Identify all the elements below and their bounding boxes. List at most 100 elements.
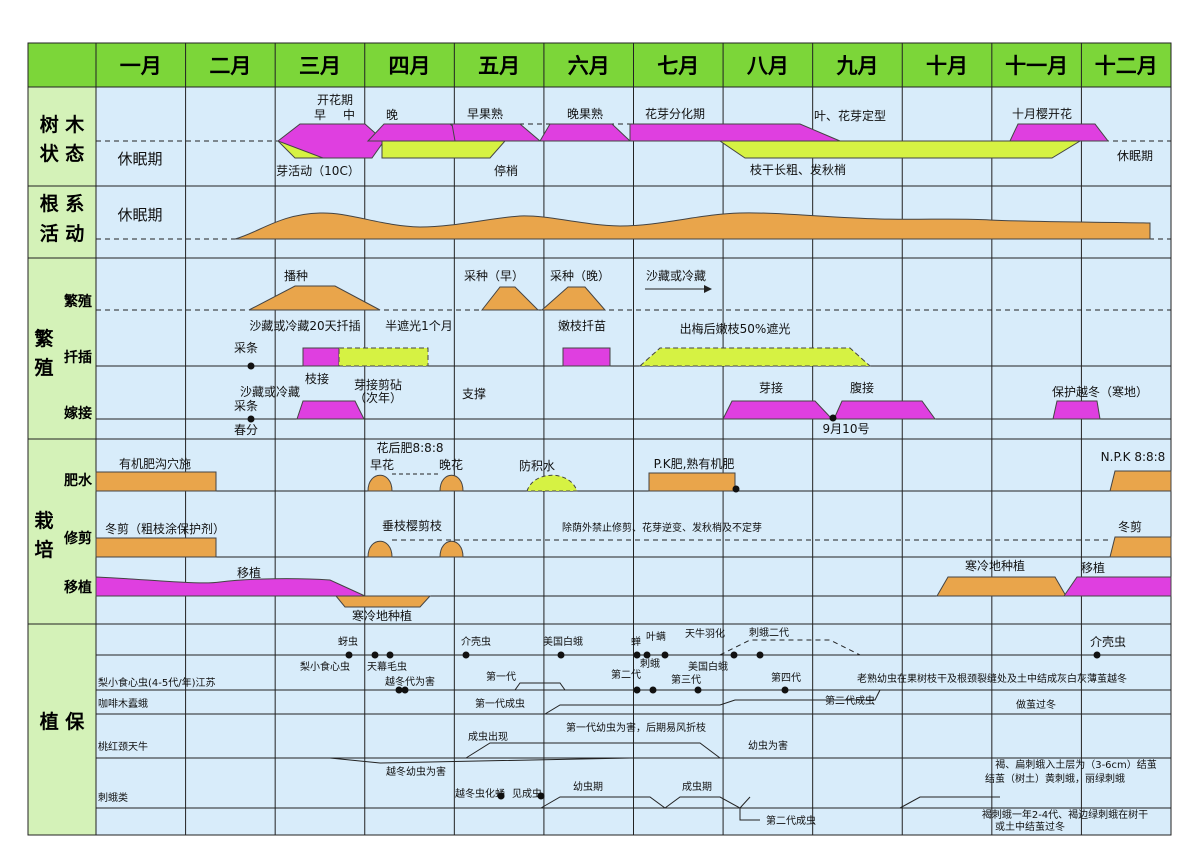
month-header: 十二月: [1095, 54, 1158, 78]
shade50-label: 出梅后嫩枝50%遮光: [680, 321, 791, 336]
overwinter-harm-label: 越冬代为害: [385, 675, 435, 688]
shoot-stop-bar: [381, 140, 507, 159]
belly-graft-bar: [833, 400, 936, 420]
scale2-label: 介壳虫: [1090, 635, 1126, 649]
pupa-dot: [497, 792, 505, 800]
protect-label: 植 保: [40, 710, 86, 733]
sting2-dash: [719, 639, 861, 656]
after-bloom-label: 花后肥8:8:8: [377, 440, 444, 455]
cut-branch2-dot: [247, 415, 255, 423]
adult-appear-label: 成虫出现: [468, 730, 508, 743]
gen3-label: 第三代: [671, 673, 701, 686]
next-year-label: （次年）: [354, 391, 402, 405]
pupa-label: 越冬虫化蛹: [455, 787, 505, 800]
tree-state-section: 开花期 早 中 晚 早果熟 晚果熟 花芽分化期 叶、花芽定型 十月樱开花 休眠期…: [96, 92, 1171, 178]
sting-moth-label: 刺蛾: [640, 657, 660, 670]
winter-protect-bar: [1052, 400, 1101, 420]
cut-branch-dot: [247, 362, 255, 370]
brown-note2-label: 结茧（树土）黄刺蛾，丽绿刺蛾: [985, 772, 1125, 785]
longhorn-feather-label: 天牛羽化: [685, 627, 725, 640]
overwinter-dot2: [401, 686, 409, 694]
early-ripe-label: 早果熟: [467, 106, 503, 121]
npk-bar: [1109, 470, 1172, 492]
longhorn-dot: [661, 651, 669, 659]
root-activity-curve: [234, 212, 1151, 240]
bud-cut-label: 芽接剪砧: [354, 377, 402, 392]
gen3-dot2: [694, 686, 702, 694]
see-adult-label: 见成虫: [512, 788, 542, 800]
belly-graft-label: 腹接: [850, 380, 874, 395]
sep10-dot: [829, 414, 837, 422]
pick-late-hill: [540, 286, 607, 311]
sow-label: 播种: [284, 269, 308, 283]
late-ripe-label: 晚果熟: [567, 106, 603, 121]
month-header: 七月: [657, 54, 699, 78]
cut-branch2-label: 采条: [234, 399, 258, 413]
anti-water-bump: [526, 474, 578, 492]
see-adult-dot: [537, 792, 545, 800]
am-moth-dot: [557, 651, 565, 659]
pear-winter-label: 老熟幼虫在果树枝干及根颈裂缝处及土中结成灰白灰薄茧越冬: [857, 672, 1127, 685]
brown-note4-label: 或土中结茧过冬: [995, 820, 1065, 833]
pick-early-label: 采种（早）: [464, 269, 524, 283]
overwinter-larva-label: 越冬幼虫为害: [386, 765, 446, 778]
header-background: [28, 43, 1171, 87]
pick-late-label: 采种（晚）: [550, 269, 610, 283]
cold-plant-label: 寒冷地种植: [352, 608, 412, 623]
graft-bar: [296, 400, 365, 420]
month-header: 十月: [926, 54, 968, 78]
tender-cutting-bar: [562, 347, 611, 367]
cocoon-winter-label: 做茧过冬: [1016, 698, 1056, 711]
sand20-label: 沙藏或冷藏20天扦插: [249, 319, 360, 333]
early-label: 早: [314, 108, 326, 122]
stop-shoot-label: 停梢: [494, 163, 518, 178]
late-flower-label: 晚花: [439, 457, 463, 472]
oct-bloom-label: 十月樱开花: [1012, 106, 1072, 121]
sting2-dot1: [730, 651, 738, 659]
early-flower-bump: [367, 474, 393, 492]
dormant-right-label: 休眠期: [1117, 149, 1153, 163]
brown-note3-label: 褐刺蛾一年2-4代、褐边绿刺蛾在树干: [982, 808, 1148, 821]
bud-graft-bar: [722, 400, 834, 420]
mite-label: 叶螨: [646, 631, 666, 643]
adult-period-label: 成虫期: [682, 781, 712, 793]
breed-sub-3: 嫁接: [63, 405, 92, 422]
protection-section: [96, 639, 1171, 821]
scale-dot: [462, 651, 470, 659]
cult-sub-3: 移植: [64, 579, 92, 596]
cultivation-section: 有机肥沟穴施 花后肥8:8:8 早花 晚花 防积水 P.K肥,熟有机肥 N.P.…: [95, 440, 1172, 623]
month-header: 一月: [120, 54, 162, 78]
gen2-label: 第二代: [611, 668, 641, 681]
breed-label-2: 殖: [34, 357, 53, 379]
bud-graft-label: 芽接: [759, 380, 783, 395]
overwinter-dot1: [395, 686, 403, 694]
breed-sub-1: 繁殖: [63, 293, 92, 310]
cicada-dot: [633, 651, 641, 659]
coffee-line: [466, 689, 881, 715]
gen2-dot: [633, 686, 641, 694]
winter-prune2-bar: [1109, 536, 1172, 558]
month-header: 六月: [568, 54, 610, 78]
cut-branch-label: 采条: [234, 341, 258, 355]
sand-store-label: 沙藏或冷藏: [646, 269, 706, 283]
sand-store-arrowhead: [704, 285, 712, 293]
cutting-lime-bar: [338, 347, 429, 367]
pear-borer-label: 梨小食心虫(4-5代/年)江苏: [98, 676, 216, 689]
leaf-bud-label: 叶、花芽定型: [814, 108, 886, 123]
gen1-adult-label: 第一代成虫: [475, 697, 525, 710]
month-header: 十一月: [1005, 54, 1068, 78]
sting-line3: [899, 796, 1000, 809]
late-ripe-bar: [539, 123, 632, 142]
sep10-label: 9月10号: [823, 422, 870, 436]
am-moth-label: 美国白蛾: [543, 635, 583, 648]
branch-grow-label: 枝干长粗、发秋梢: [750, 162, 846, 177]
sting-line1: [540, 796, 751, 809]
transplant2-bar: [1063, 576, 1172, 597]
sting-line2: [664, 796, 760, 821]
scale2-dot: [1093, 651, 1101, 659]
spring-label: 春分: [234, 423, 258, 437]
month-header-row: 一月 二月 三月 四月 五月 六月 七月 八月 九月 十月 十一月 十二月: [120, 54, 1158, 78]
tent-cat-dot: [386, 651, 394, 659]
mid-label: 中: [343, 107, 355, 122]
cicada-label: 蝉: [631, 635, 641, 648]
